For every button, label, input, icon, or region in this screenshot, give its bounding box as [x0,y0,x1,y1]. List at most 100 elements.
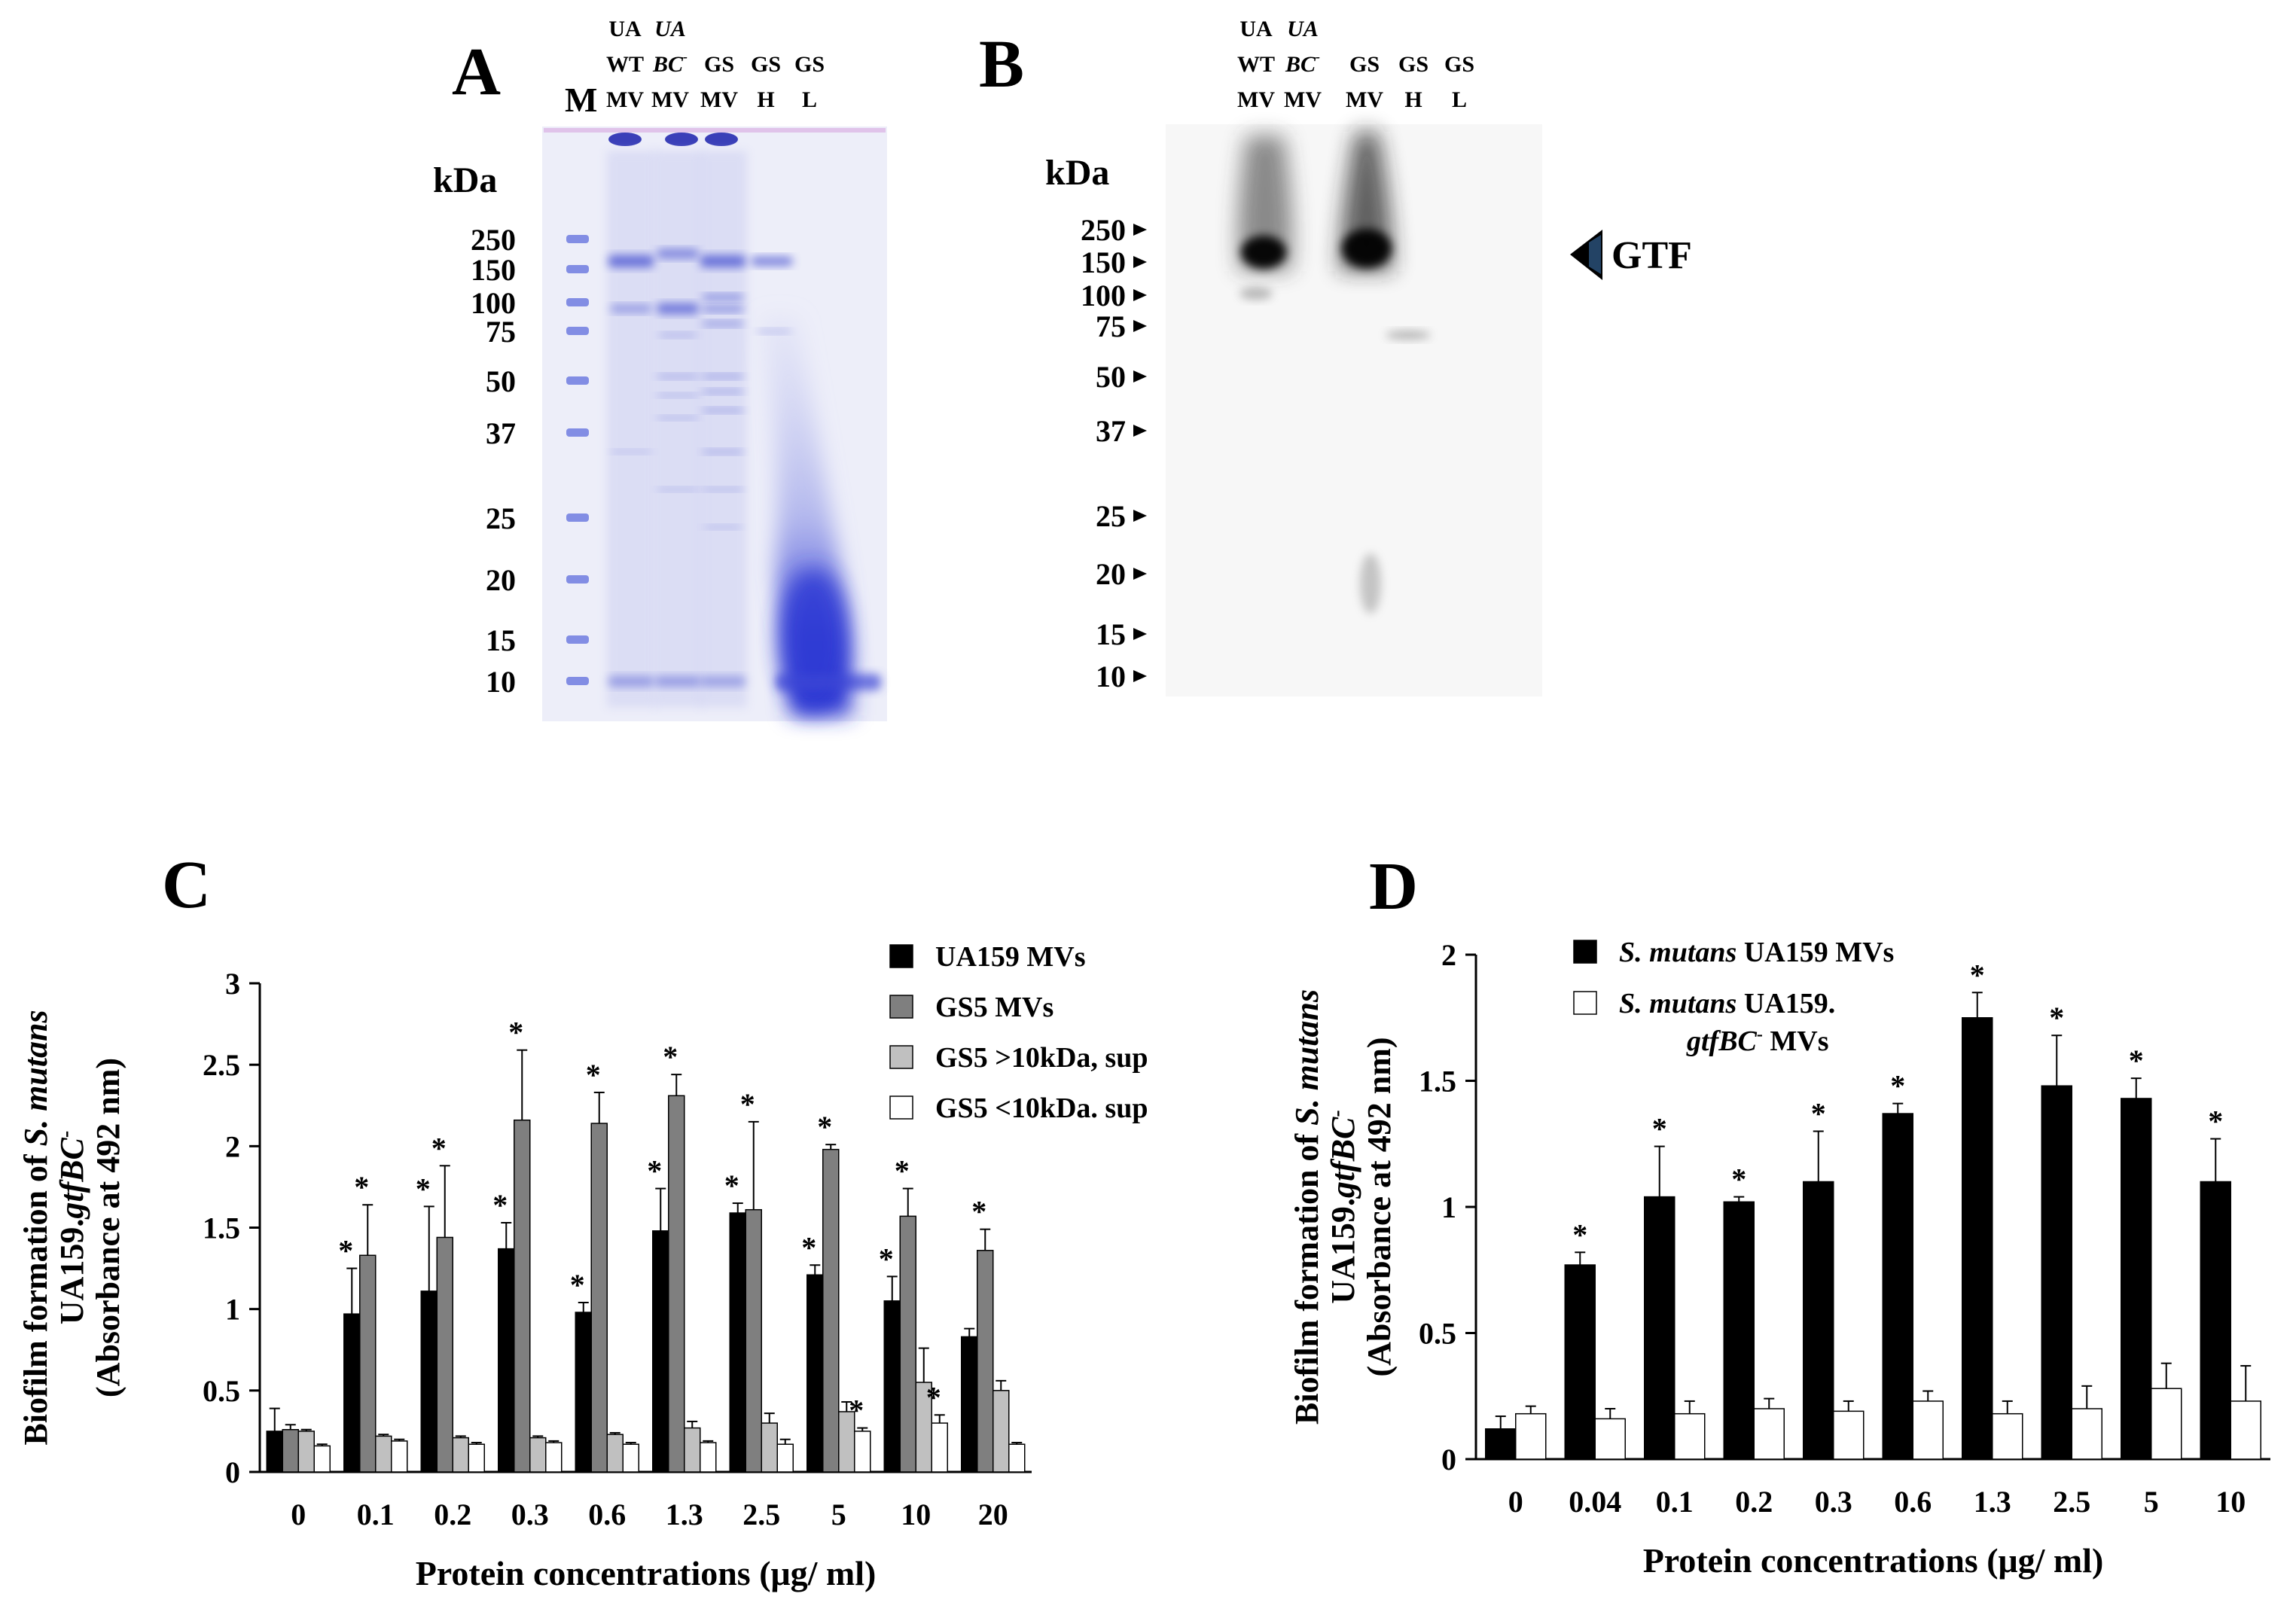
bar [1962,1017,1993,1460]
bar [1594,1418,1626,1460]
x-tick-label: 2.5 [2053,1485,2090,1519]
y-axis-title-line: (Absorbance at 492 nm) [90,1058,127,1397]
bar [729,1212,746,1473]
marker-arrow-icon [1133,425,1147,437]
lane-label-line1: UA [1287,17,1319,41]
chart-d: D Biofilm formation of S. mutansUA159.gtf… [1288,849,2270,1580]
bar [1753,1408,1785,1460]
significance-star: * [971,1195,986,1229]
lane-label-line2: GS [1398,52,1429,77]
x-tick-label: 5 [831,1498,846,1531]
y-axis-title-line: (Absorbance at 492 nm) [1361,1038,1398,1377]
legend-label: GS5 MVs [935,992,1053,1023]
significance-star: * [1811,1097,1826,1131]
protein-band [610,305,652,312]
marker-label-50: 50 [486,364,516,398]
bar [1723,1201,1755,1460]
bar [2151,1388,2182,1460]
lane-label-line3: MV [700,87,738,112]
bar [700,1442,717,1473]
protein-band [702,408,744,413]
marker-band [566,575,589,584]
panel-a-marker-lane-label: M [565,81,597,119]
y-tick-label: 1.5 [203,1211,240,1245]
bar [1803,1181,1834,1460]
y-tick-label: 0.5 [1419,1317,1456,1351]
x-tick-label: 20 [978,1498,1008,1531]
significance-star: * [354,1170,369,1204]
y-tick-label: 0 [1441,1443,1456,1476]
marker-label-250: 250 [471,223,516,257]
chart-c: C Biofilm formation of S. mutansUA159.gtf… [17,848,1148,1592]
marker-arrow-icon [1133,289,1147,301]
y-axis-title-line: Biofilm formation of S. mutans [17,1010,54,1445]
marker-label-150: 150 [1081,245,1126,279]
well-band [608,133,642,146]
bar [745,1208,762,1473]
x-tick-label: 0 [1508,1485,1523,1519]
lane-label-line3: H [1404,87,1422,112]
panel-a-kda-label: kDa [433,160,497,200]
marker-label-150: 150 [471,253,516,287]
lane-label-line3: L [1452,87,1467,112]
bar [1644,1196,1676,1460]
panel-letter: D [1369,849,1418,924]
marker-band [566,265,589,273]
bar [2071,1408,2102,1460]
y-axis-title-line: UA159.gtfBC- [53,1131,90,1324]
bar [545,1442,563,1473]
marker-arrow-icon [1133,370,1147,382]
bar [806,1274,824,1473]
x-tick-label: 2.5 [742,1498,780,1531]
bar [436,1236,453,1473]
panel-b-kda-label: kDa [1045,153,1109,193]
bar [883,1300,901,1473]
significance-star: * [586,1058,601,1092]
y-tick-label: 0.5 [203,1374,240,1408]
y-axis-title-line: UA159.gtfBC- [1325,1110,1361,1303]
lane-label-line2: WT [1237,52,1275,77]
legend-label: UA159 MVs [935,941,1085,973]
protein-band [657,303,699,314]
protein-band [700,255,746,267]
bar [822,1148,840,1473]
lane-label-line3: MV [651,87,689,112]
gtf-band [1241,236,1286,269]
marker-label-75: 75 [486,315,516,349]
lane-label-line3: L [802,87,817,112]
significance-star: * [895,1154,910,1188]
x-tick-label: 5 [2144,1485,2159,1519]
x-axis-title: Protein concentrations (μg/ ml) [416,1554,877,1592]
legend-swatch [889,995,913,1019]
marker-label-15: 15 [486,623,516,657]
legend-swatch [1573,940,1597,964]
bar [1485,1428,1517,1460]
bar [420,1290,438,1473]
significance-star: * [1731,1162,1746,1196]
marker-label-75: 75 [1096,309,1126,343]
bar [2200,1181,2231,1460]
significance-star: * [338,1234,353,1268]
bar [297,1431,315,1473]
blot-smear [1237,136,1293,271]
protein-band [655,676,700,687]
protein-band [751,257,793,266]
protein-band [702,306,744,312]
protein-band [700,676,746,687]
marker-band [566,298,589,306]
marker-label-10: 10 [1096,660,1126,693]
lane-label-line1: UA [1239,17,1273,41]
significance-star: * [1890,1069,1905,1103]
protein-band [702,374,744,379]
x-tick-label: 10 [901,1498,931,1531]
marker-label-100: 100 [471,286,516,320]
significance-star: * [926,1380,941,1414]
marker-label-37: 37 [486,416,516,450]
protein-band [702,449,744,454]
marker-label-20: 20 [486,563,516,597]
lane-label-line2: GS [794,52,825,77]
bar [2121,1098,2152,1460]
